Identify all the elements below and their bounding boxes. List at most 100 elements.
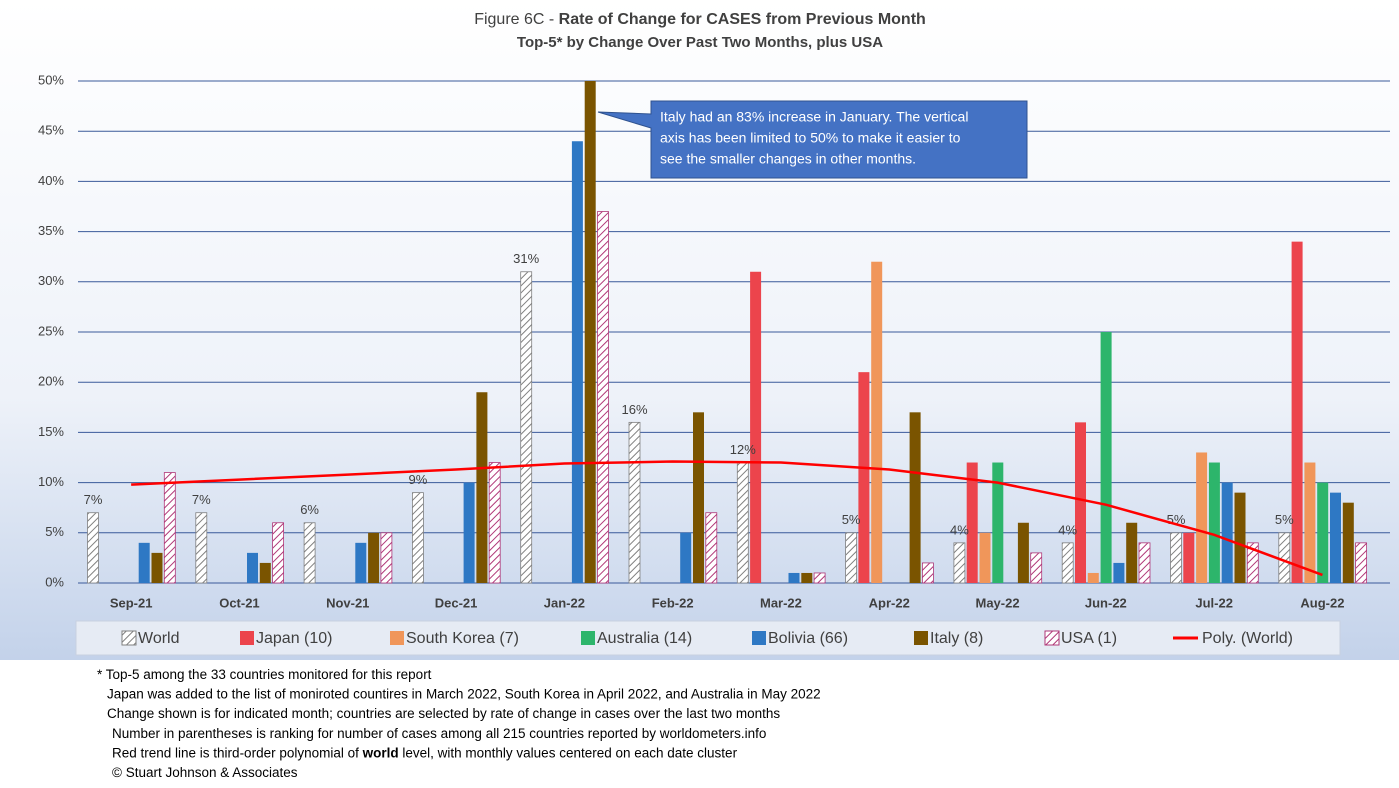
bar — [1061, 542, 1074, 584]
footnote: Japan was added to the list of moniroted… — [107, 686, 821, 701]
bar — [411, 492, 424, 584]
bar — [909, 412, 921, 583]
legend-label: World — [138, 630, 180, 647]
x-tick-label: Feb-22 — [652, 595, 694, 610]
x-tick-label: Aug-22 — [1300, 595, 1344, 610]
footnote-part: world — [362, 745, 399, 760]
bar — [979, 532, 991, 583]
x-tick-label: Sep-21 — [110, 595, 153, 610]
bar — [259, 562, 271, 583]
bar — [845, 532, 857, 584]
trend-line — [131, 460, 1323, 577]
bar — [272, 522, 285, 584]
bar — [788, 572, 800, 583]
bar — [1208, 462, 1220, 583]
bar — [1030, 552, 1043, 584]
bar — [488, 462, 501, 584]
bar — [1342, 502, 1354, 583]
bar — [680, 532, 692, 583]
footnote-part: Number in parentheses is ranking for num… — [112, 725, 766, 740]
bar — [750, 271, 762, 583]
annotation: Italy had an 83% increase in January. Th… — [597, 100, 1028, 179]
bar — [1304, 462, 1316, 583]
y-tick-label: 15% — [38, 424, 64, 439]
x-tick-label: Jun-22 — [1085, 595, 1127, 610]
bar — [303, 522, 316, 584]
data-label: 9% — [409, 472, 428, 487]
bar — [476, 392, 488, 583]
data-label: 12% — [730, 442, 756, 457]
bar — [1234, 492, 1246, 583]
bar — [355, 542, 367, 583]
legend-label: Japan (10) — [256, 630, 333, 647]
data-label: 16% — [621, 402, 647, 417]
bar — [87, 512, 99, 584]
bar — [584, 81, 596, 583]
bar — [380, 532, 393, 584]
bar — [858, 372, 870, 583]
x-tick-label: May-22 — [976, 595, 1020, 610]
bars — [87, 81, 1367, 584]
bar — [1221, 482, 1233, 583]
bar — [1075, 422, 1086, 583]
bar — [628, 421, 641, 584]
data-label: 6% — [300, 502, 319, 517]
bar — [368, 532, 380, 583]
y-tick-label: 25% — [38, 323, 64, 338]
data-label: 4% — [950, 522, 969, 537]
annotation-text: Italy had an 83% increase in January. Th… — [660, 109, 968, 125]
footnote-part: Japan was added to the list of moniroted… — [107, 686, 821, 701]
data-label: 5% — [1275, 512, 1294, 527]
footnote: Red trend line is third-order polynomial… — [112, 745, 738, 760]
bar — [195, 512, 208, 584]
bar — [1017, 522, 1029, 583]
x-tick-label: Oct-21 — [219, 595, 259, 610]
footnote: Change shown is for indicated month; cou… — [107, 706, 780, 721]
legend-box — [75, 620, 1341, 656]
bar — [1291, 241, 1303, 583]
legend-swatch — [581, 631, 595, 645]
y-tick-label: 10% — [38, 474, 64, 489]
bar — [163, 472, 176, 584]
footnote-part: Red trend line is third-order polynomial… — [112, 745, 363, 760]
footnote-part: Change shown is for indicated month; cou… — [107, 706, 780, 721]
data-label: 7% — [192, 492, 211, 507]
bar — [151, 552, 163, 583]
bar — [571, 141, 583, 584]
legend-label: Italy (8) — [930, 630, 983, 647]
legend-label: Poly. (World) — [1202, 630, 1293, 647]
annotation-box — [597, 100, 1028, 179]
bar — [922, 562, 934, 584]
y-tick-label: 50% — [38, 72, 64, 87]
bar — [1196, 452, 1208, 583]
y-tick-label: 20% — [38, 374, 64, 389]
chart-subtitle: Top-5* by Change Over Past Two Months, p… — [517, 34, 883, 51]
bar — [693, 412, 704, 583]
data-label: 5% — [842, 512, 861, 527]
footnote: © Stuart Johnson & Associates — [112, 765, 298, 780]
legend-label: Bolivia (66) — [768, 630, 848, 647]
bar — [1317, 482, 1329, 583]
chart-title: Figure 6C - Rate of Change for CASES fro… — [474, 11, 926, 28]
bar — [871, 261, 883, 583]
bar — [1330, 492, 1341, 583]
title-main: Rate of Change for CASES from Previous M… — [559, 11, 926, 28]
y-tick-label: 5% — [45, 524, 64, 539]
bar — [463, 482, 475, 583]
y-tick-label: 0% — [45, 574, 64, 589]
bar — [953, 542, 966, 584]
y-tick-label: 40% — [38, 173, 64, 188]
y-tick-label: 30% — [38, 273, 64, 288]
legend-swatch — [121, 630, 137, 646]
data-label: 4% — [1058, 522, 1077, 537]
footnote: * Top-5 among the 33 countries monitored… — [97, 667, 432, 682]
bar — [597, 211, 609, 584]
bar — [705, 512, 718, 584]
bar — [1278, 532, 1291, 584]
x-tick-label: Mar-22 — [760, 595, 802, 610]
data-label: 31% — [513, 251, 539, 266]
title-prefix: Figure 6C - — [474, 11, 558, 28]
legend-swatch — [240, 631, 254, 645]
x-tick-label: Jan-22 — [544, 595, 585, 610]
